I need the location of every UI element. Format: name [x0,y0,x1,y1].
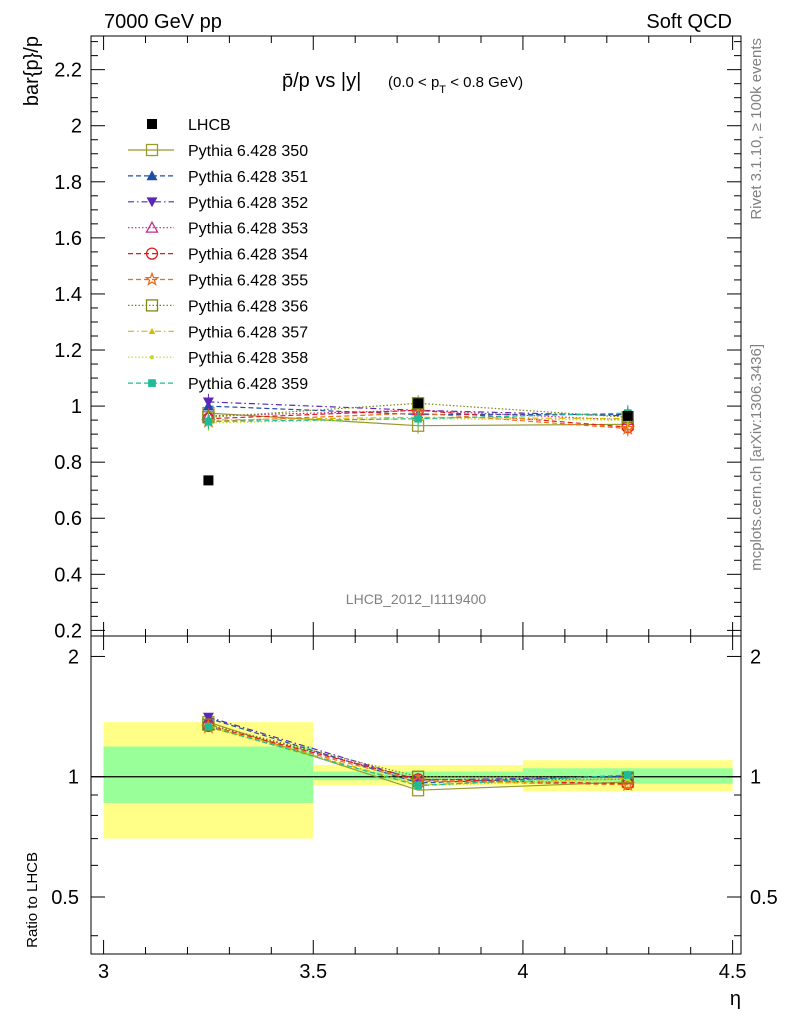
legend-data-label: LHCB [188,117,231,134]
legend-marker-5 [144,271,160,286]
legend-label-8: Pythia 6.428 358 [188,350,308,367]
y-tick-label-ratio-right: 2 [750,646,761,668]
plot-title: p̄/p vs |y| [282,70,361,92]
legend-marker-8 [150,355,154,360]
series-marker-top [204,417,213,426]
legend-marker-7 [148,328,156,335]
legend-marker-6 [145,299,159,312]
y-tick-label-top: 2 [71,116,82,138]
series-layer [200,393,636,797]
y-tick-label-ratio-right: 0.5 [750,887,778,909]
series-line-top [208,416,628,421]
legend-marker-1 [146,170,158,181]
data-marker [413,398,424,409]
y-tick-label-top: 1.2 [54,340,82,362]
legend-label-0: Pythia 6.428 350 [188,143,308,160]
series-marker-top [411,397,425,410]
legend-label-9: Pythia 6.428 359 [188,376,308,393]
data-series [203,398,633,486]
legend-marker-4 [145,247,159,260]
y-tick-label-top: 1 [71,396,82,418]
plot-subtitle: (0.0 < pT < 0.8 GeV) [388,74,523,96]
series-line-top [208,401,628,417]
x-tick-label: 3 [98,961,109,983]
series-marker-ratio [202,712,214,723]
y-tick-label-ratio-left: 2 [68,646,79,668]
x-tick-label: 4.5 [719,961,747,983]
y-tick-label-top: 0.2 [54,620,82,642]
y-tick-label-top: 1.8 [54,172,82,194]
legend: LHCB Pythia 6.428 350 Pythia 6.428 351 Pyth… [128,117,308,393]
series-marker-ratio [623,771,632,779]
analysis-watermark: LHCB_2012_I1119400 [346,591,487,607]
header-left: 7000 GeV pp [104,11,222,33]
y-tick-label-top: 0.8 [54,452,82,474]
y-tick-label-top: 1.4 [54,284,82,306]
y-tick-label-top: 1.6 [54,228,82,250]
series-line-ratio [208,725,628,785]
rivet-label: Rivet 3.1.10, ≥ 100k events [748,38,765,220]
series-marker-ratio [414,781,422,790]
legend-label-7: Pythia 6.428 357 [188,324,308,341]
tick-labels: 3 3.5 4 4.5 0.2 0.4 0.6 0.8 1 1.2 1.4 1.6 1.8 2 2.2 0.5… [51,60,778,983]
y-tick-label-top: 0.6 [54,508,82,530]
legend-marker-0 [145,143,159,157]
series-marker-top [202,397,214,408]
legend-label-3: Pythia 6.428 353 [188,221,308,238]
data-marker [203,475,214,486]
x-tick-label: 3.5 [299,961,327,983]
y-axis-label-top: bar{p}/p [21,36,43,106]
y-tick-label-ratio-right: 1 [750,767,761,789]
series-marker-ratio [204,722,213,731]
y-tick-label-ratio-left: 0.5 [51,887,79,909]
mcplots-label: mcplots.cern.ch [arXiv:1306.3436] [748,344,765,571]
legend-label-2: Pythia 6.428 352 [188,195,308,212]
x-axis-label: η [730,988,741,1010]
legend-label-5: Pythia 6.428 355 [188,273,308,290]
y-tick-label-top: 2.2 [54,60,82,82]
x-tick-label: 4 [517,961,528,983]
legend-marker-2 [146,197,158,208]
legend-label-1: Pythia 6.428 351 [188,169,308,186]
series-marker-top [414,414,422,423]
legend-data-marker [147,119,157,129]
band-inner-0 [103,746,314,803]
y-axis-label-ratio: Ratio to LHCB [24,852,41,948]
legend-marker-3 [145,220,159,233]
legend-label-4: Pythia 6.428 354 [188,247,308,264]
header-right: Soft QCD [646,11,732,33]
series-marker-top [620,420,636,435]
legend-marker-9 [148,379,156,387]
data-marker [622,410,633,421]
legend-label-6: Pythia 6.428 356 [188,298,308,315]
y-tick-label-ratio-left: 1 [68,767,79,789]
y-tick-label-top: 0.4 [54,564,82,586]
